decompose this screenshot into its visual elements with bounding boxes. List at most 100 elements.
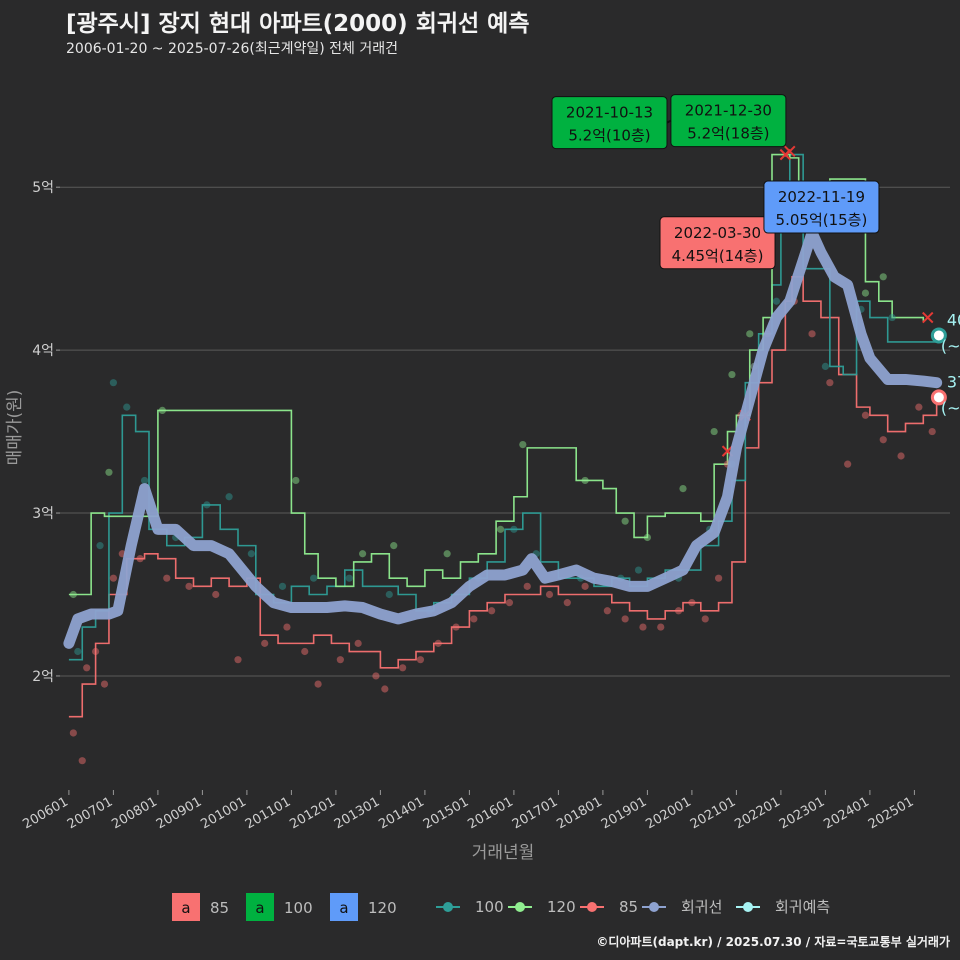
scatter-point-120 — [710, 427, 718, 436]
annotation-date: 2021-12-30 — [685, 102, 772, 120]
prediction-area: (~100㎡) — [941, 336, 960, 355]
scatter-point-100 — [310, 574, 318, 582]
scatter-point-85 — [928, 427, 936, 436]
prediction-area: (~85㎡) — [941, 398, 960, 417]
scatter-point-85 — [261, 639, 269, 647]
scatter-point-85 — [545, 590, 554, 599]
scatter-point-100 — [74, 647, 82, 656]
legend-key-120 — [330, 893, 358, 921]
scatter-point-120 — [105, 468, 113, 476]
scatter-point-120 — [679, 484, 687, 493]
legend-layer: a 85 a 100 a 120 100 120 85 회귀선 회귀예측 — [172, 893, 830, 921]
legend-label-120: 120 — [368, 899, 397, 917]
x-axis-label: 거래년월 — [472, 843, 535, 863]
scatter-point-100 — [96, 542, 104, 550]
source-credit: ©디아파트(dapt.kr) / 2025.07.30 / 자료=국토교통부 실… — [596, 935, 950, 949]
x-tick-label: 202001 — [643, 794, 693, 832]
scatter-point-85 — [83, 664, 91, 672]
x-tick-label: 201401 — [376, 794, 426, 832]
scatter-point-85 — [163, 574, 171, 582]
legend-dot-회귀선 — [649, 902, 659, 912]
scatter-point-100 — [123, 403, 131, 411]
x-tick-label: 200701 — [65, 794, 115, 832]
scatter-point-100 — [634, 566, 643, 574]
scatter-point-120 — [581, 476, 589, 485]
legend-key-glyph: a — [181, 899, 190, 917]
scatter-point-100 — [247, 550, 255, 558]
legend-line-label: 회귀선 — [681, 898, 722, 916]
x-tick-label: 201801 — [554, 794, 604, 832]
x-tick-label: 202201 — [732, 794, 782, 832]
legend-dot-100 — [443, 902, 453, 912]
scatter-point-85 — [688, 599, 696, 607]
scatter-point-85 — [674, 607, 683, 615]
chart-title: [광주시] 장지 현대 아파트(2000) 회귀선 예측 — [66, 11, 530, 37]
scatter-point-100 — [203, 501, 211, 509]
legend-line-label: 120 — [547, 898, 576, 916]
y-tick-label: 5억 — [32, 180, 54, 196]
scatter-point-120 — [643, 533, 652, 542]
scatter-point-85 — [915, 403, 923, 411]
max-price-cross — [922, 311, 934, 324]
scatter-point-85 — [470, 615, 478, 623]
scatter-point-85 — [701, 615, 709, 623]
scatter-point-85 — [897, 452, 905, 460]
scatter-point-120 — [292, 476, 300, 485]
scatter-point-85 — [381, 685, 389, 693]
scatter-point-100 — [109, 379, 117, 387]
scatter-point-85 — [879, 436, 887, 444]
x-tick-label: 202501 — [866, 794, 916, 832]
scatter-point-120 — [879, 273, 887, 281]
legend-key-glyph: a — [339, 899, 348, 917]
scatter-point-85 — [416, 656, 425, 664]
scatter-point-85 — [581, 582, 589, 590]
scatter-point-120 — [746, 330, 754, 338]
scatter-point-120 — [496, 525, 505, 533]
scatter-point-85 — [336, 656, 344, 664]
x-tick-label: 201501 — [421, 794, 471, 832]
scatter-point-100 — [225, 493, 233, 501]
scatter-point-85 — [639, 623, 647, 631]
x-tick-label: 200901 — [154, 794, 204, 832]
scatter-point-100 — [385, 590, 393, 599]
scatter-point-85 — [92, 647, 100, 656]
scatter-point-85 — [78, 757, 86, 765]
scatter-point-120 — [861, 289, 870, 297]
scatter-point-85 — [434, 639, 442, 647]
legend-line-label: 회귀예측 — [775, 898, 830, 916]
regression-line — [63, 227, 943, 649]
scatter-point-85 — [603, 607, 611, 615]
scatter-point-85 — [657, 623, 665, 631]
scatter-point-85 — [621, 615, 629, 623]
prediction-value: 37,057 — [947, 372, 960, 391]
regression-layer: 40,875 (~100㎡) 37,057 (~85㎡) — [63, 227, 960, 649]
y-tick-label: 3억 — [32, 506, 54, 522]
legend-dot-회귀예측 — [743, 902, 753, 912]
series-line-85 — [68, 275, 938, 718]
chart-subtitle: 2006-01-20 ~ 2025-07-26(최근계약일) 전체 거래건 — [66, 41, 398, 57]
scatter-point-85 — [283, 623, 291, 631]
scatter-point-85 — [234, 656, 242, 664]
scatter-point-100 — [821, 362, 830, 371]
annotation-date: 2021-10-13 — [566, 104, 653, 122]
legend-dot-85 — [587, 902, 597, 912]
annotation-date: 2022-11-19 — [778, 188, 865, 206]
legend-line-label: 100 — [475, 898, 504, 916]
legend-label-100: 100 — [284, 899, 313, 917]
legend-key-85 — [172, 893, 200, 921]
x-tick-label: 201701 — [510, 794, 560, 832]
scatter-point-120 — [359, 550, 367, 558]
y-tick-label: 2억 — [32, 669, 54, 685]
annotation-layer: 2022-03-30 4.45억(14층) 2021-10-13 5.2억(10층) 2… — [551, 94, 880, 270]
annotation-box — [659, 216, 776, 270]
scatter-point-85 — [399, 664, 407, 672]
scatter-point-85 — [100, 680, 109, 688]
scatter-point-85 — [523, 582, 531, 590]
scatter-point-100 — [888, 313, 896, 322]
x-tick-label: 201201 — [287, 794, 337, 832]
scatter-point-120 — [390, 542, 398, 550]
annotation-price: 4.45억(14층) — [672, 247, 764, 265]
scatter-point-85 — [715, 574, 723, 582]
x-tick-label: 202101 — [688, 794, 738, 832]
prediction-value: 40,875 — [947, 310, 960, 329]
